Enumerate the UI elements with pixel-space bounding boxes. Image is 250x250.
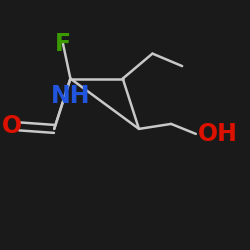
Text: O: O (2, 114, 22, 138)
Text: F: F (55, 32, 71, 56)
Text: OH: OH (198, 122, 238, 146)
Text: NH: NH (51, 84, 90, 108)
